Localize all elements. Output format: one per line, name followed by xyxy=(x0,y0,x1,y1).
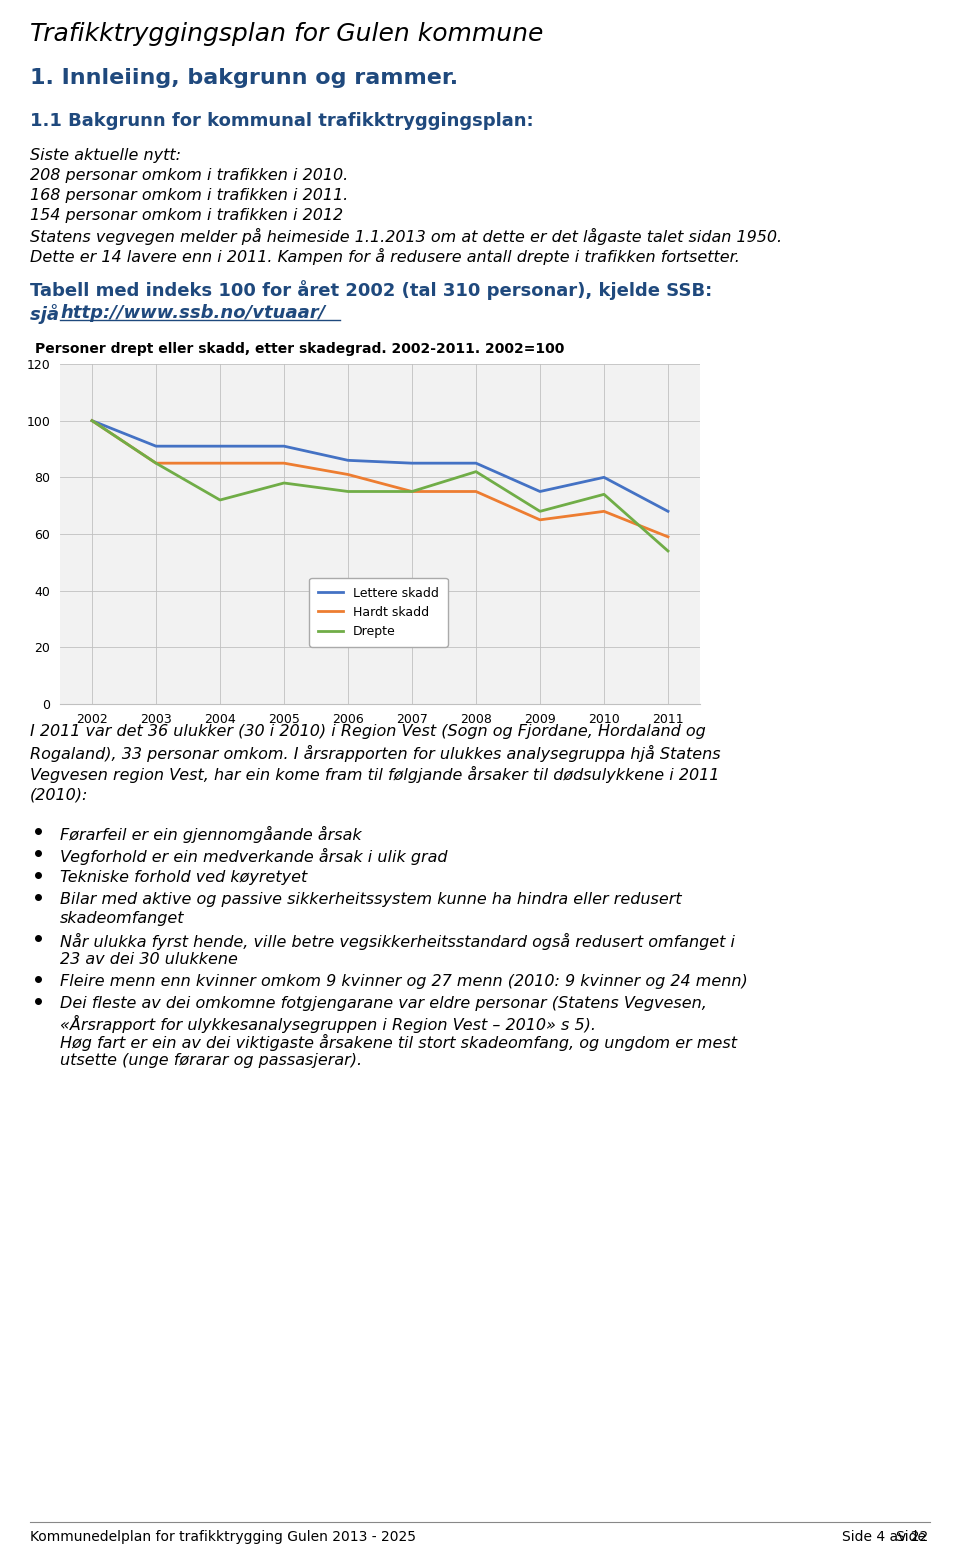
Drepte xyxy=(278,473,290,492)
Drepte xyxy=(470,463,482,481)
Text: utsette (unge førarar og passasjerar).: utsette (unge førarar og passasjerar). xyxy=(60,1054,362,1067)
Lettere skadd xyxy=(86,412,98,430)
Lettere skadd xyxy=(214,436,226,455)
Drepte xyxy=(86,412,98,430)
Text: I 2011 var det 36 ulukker (30 i 2010) i Region Vest (Sogn og Fjordane, Hordaland: I 2011 var det 36 ulukker (30 i 2010) i … xyxy=(30,724,706,739)
Drepte xyxy=(598,486,610,504)
Line: Hardt skadd: Hardt skadd xyxy=(92,421,668,537)
Text: (2010):: (2010): xyxy=(30,787,88,801)
Text: skadeomfanget: skadeomfanget xyxy=(60,911,184,927)
Drepte xyxy=(406,483,418,501)
Legend: Lettere skadd, Hardt skadd, Drepte: Lettere skadd, Hardt skadd, Drepte xyxy=(309,577,447,647)
Hardt skadd xyxy=(278,453,290,472)
Text: Tabell med indeks 100 for året 2002 (tal 310 personar), kjelde SSB:: Tabell med indeks 100 for året 2002 (tal… xyxy=(30,280,712,300)
Text: 208 personar omkom i trafikken i 2010.: 208 personar omkom i trafikken i 2010. xyxy=(30,169,348,183)
Line: Drepte: Drepte xyxy=(92,421,668,551)
Hardt skadd xyxy=(406,483,418,501)
Text: «Årsrapport for ulykkesanalysegruppen i Region Vest – 2010» s 5).: «Årsrapport for ulykkesanalysegruppen i … xyxy=(60,1015,596,1033)
Text: Fleire menn enn kvinner omkom 9 kvinner og 27 menn (2010: 9 kvinner og 24 menn): Fleire menn enn kvinner omkom 9 kvinner … xyxy=(60,975,748,989)
Text: Høg fart er ein av dei viktigaste årsakene til stort skadeomfang, og ungdom er m: Høg fart er ein av dei viktigaste årsake… xyxy=(60,1033,737,1050)
Drepte xyxy=(534,503,545,521)
Lettere skadd xyxy=(598,469,610,487)
Text: http://www.ssb.no/vtuaar/: http://www.ssb.no/vtuaar/ xyxy=(60,305,325,322)
Lettere skadd xyxy=(406,453,418,472)
Text: Statens vegvegen melder på heimeside 1.1.2013 om at dette er det lågaste talet s: Statens vegvegen melder på heimeside 1.1… xyxy=(30,227,782,244)
Text: Når ulukka fyrst hende, ville betre vegsikkerheitsstandard også redusert omfange: Når ulukka fyrst hende, ville betre vegs… xyxy=(60,933,735,950)
Lettere skadd xyxy=(470,453,482,472)
Hardt skadd xyxy=(86,412,98,430)
Hardt skadd xyxy=(150,453,161,472)
Lettere skadd xyxy=(342,452,353,470)
Text: Førarfeil er ein gjennomgåande årsak: Førarfeil er ein gjennomgåande årsak xyxy=(60,826,362,843)
Hardt skadd xyxy=(214,453,226,472)
Text: Personer drept eller skadd, etter skadegrad. 2002-2011. 2002=100: Personer drept eller skadd, etter skadeg… xyxy=(35,342,564,356)
Lettere skadd xyxy=(662,503,674,521)
Text: Rogaland), 33 personar omkom. I årsrapporten for ulukkes analysegruppa hjå State: Rogaland), 33 personar omkom. I årsrappo… xyxy=(30,746,721,763)
Text: 168 personar omkom i trafikken i 2011.: 168 personar omkom i trafikken i 2011. xyxy=(30,189,348,203)
Text: Dette er 14 lavere enn i 2011. Kampen for å redusere antall drepte i trafikken f: Dette er 14 lavere enn i 2011. Kampen fo… xyxy=(30,248,740,265)
Text: Dei fleste av dei omkomne fotgjengarane var eldre personar (Statens Vegvesen,: Dei fleste av dei omkomne fotgjengarane … xyxy=(60,996,707,1012)
Lettere skadd xyxy=(534,483,545,501)
Text: Siste aktuelle nytt:: Siste aktuelle nytt: xyxy=(30,149,181,162)
Text: 154 personar omkom i trafikken i 2012: 154 personar omkom i trafikken i 2012 xyxy=(30,207,343,223)
Hardt skadd xyxy=(534,511,545,529)
Hardt skadd xyxy=(342,466,353,484)
Text: Kommunedelplan for trafikktrygging Gulen 2013 - 2025: Kommunedelplan for trafikktrygging Gulen… xyxy=(30,1530,416,1544)
Text: Trafikktryggingsplan for Gulen kommune: Trafikktryggingsplan for Gulen kommune xyxy=(30,22,543,46)
Lettere skadd xyxy=(150,436,161,455)
Text: sjå: sjå xyxy=(30,305,65,323)
Text: Vegforhold er ein medverkande årsak i ulik grad: Vegforhold er ein medverkande årsak i ul… xyxy=(60,848,447,865)
Lettere skadd xyxy=(278,436,290,455)
Drepte xyxy=(342,483,353,501)
Text: 1. Innleiing, bakgrunn og rammer.: 1. Innleiing, bakgrunn og rammer. xyxy=(30,68,458,88)
Text: 1.1 Bakgrunn for kommunal trafikktryggingsplan:: 1.1 Bakgrunn for kommunal trafikktryggin… xyxy=(30,111,534,130)
Drepte xyxy=(662,541,674,560)
Drepte xyxy=(214,490,226,509)
Text: Tekniske forhold ved køyretyet: Tekniske forhold ved køyretyet xyxy=(60,869,307,885)
Text: Side ​4​ av ​22: Side ​4​ av ​22 xyxy=(842,1530,928,1544)
Line: Lettere skadd: Lettere skadd xyxy=(92,421,668,512)
Hardt skadd xyxy=(470,483,482,501)
Text: Bilar med aktive og passive sikkerheitssystem kunne ha hindra eller redusert: Bilar med aktive og passive sikkerheitss… xyxy=(60,893,682,907)
Drepte xyxy=(150,453,161,472)
Hardt skadd xyxy=(598,503,610,521)
Hardt skadd xyxy=(662,528,674,546)
Text: Vegvesen region Vest, har ein kome fram til følgjande årsaker til dødsulykkene i: Vegvesen region Vest, har ein kome fram … xyxy=(30,766,719,783)
Text: 23 av dei 30 ulukkene: 23 av dei 30 ulukkene xyxy=(60,951,238,967)
Text: Side: Side xyxy=(896,1530,930,1544)
